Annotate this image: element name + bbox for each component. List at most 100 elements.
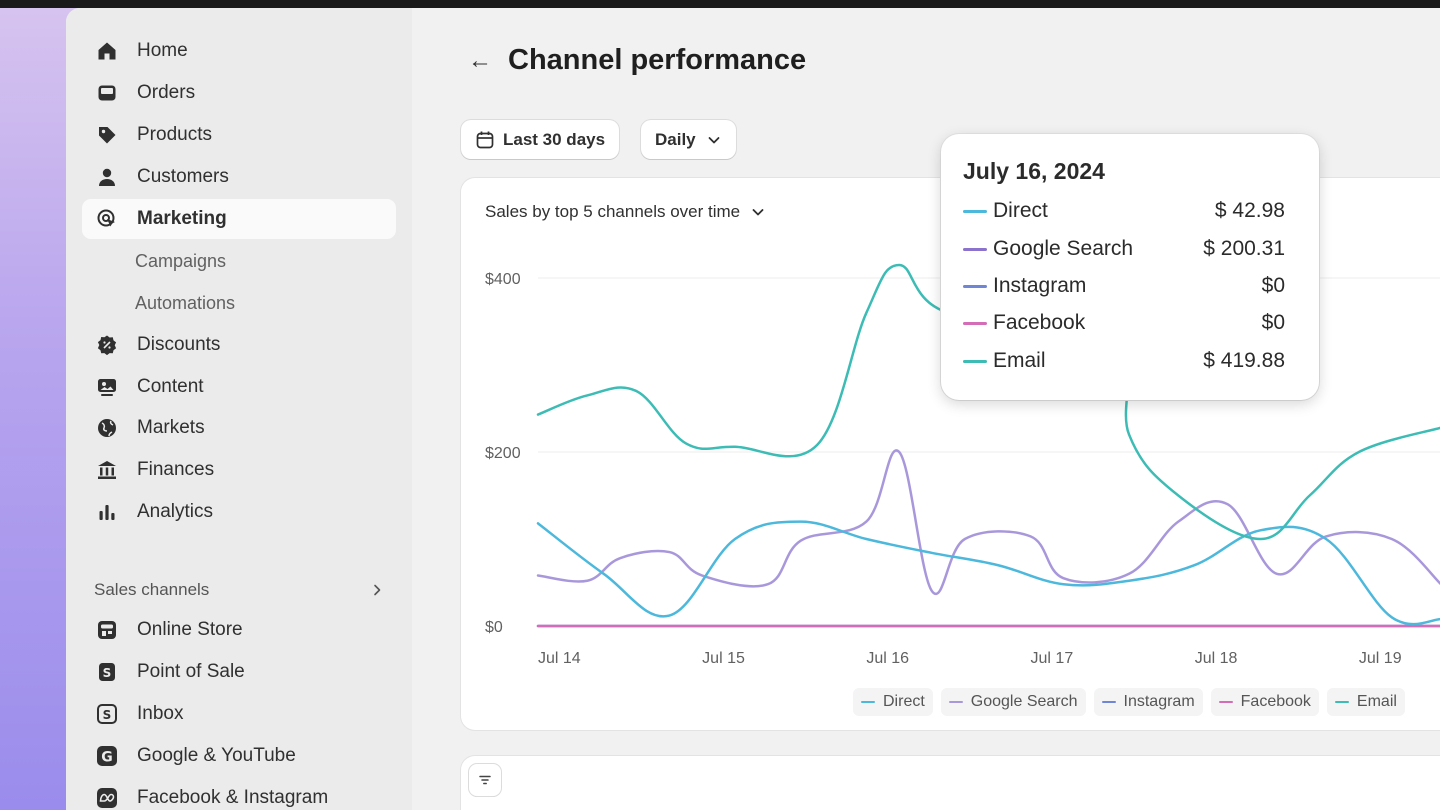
sidebar-item-home[interactable]: Home [82, 31, 396, 71]
tooltip-row-google-search: Google Search $ 200.31 [963, 234, 1285, 264]
google-icon: G [96, 745, 118, 767]
legend-swatch [1218, 701, 1233, 703]
store-icon [96, 619, 118, 641]
series-swatch [963, 321, 987, 325]
meta-icon [96, 787, 118, 809]
tooltip-series-name: Google Search [993, 237, 1134, 260]
content-icon [96, 376, 118, 398]
tag-icon [96, 124, 118, 146]
sidebar-item-label: Online Store [137, 619, 243, 640]
series-line-google-search [536, 449, 1440, 596]
home-icon [96, 40, 118, 62]
series-swatch [963, 247, 987, 251]
series-swatch [963, 284, 987, 288]
sidebar-item-label: Products [137, 124, 212, 145]
svg-text:G: G [101, 750, 113, 766]
x-tick-label: Jul 15 [702, 650, 745, 667]
y-tick-label: $0 [485, 619, 503, 636]
table-card [461, 756, 1440, 810]
calendar-icon [476, 131, 494, 148]
sidebar-item-label: Markets [137, 417, 205, 438]
chevron-down-icon [708, 136, 720, 143]
sidebar-item-label: Google & YouTube [137, 745, 296, 766]
legend-item-direct[interactable]: Direct [853, 688, 933, 716]
series-line-direct [536, 520, 1440, 626]
sidebar-item-google-and-youtube[interactable]: G Google & YouTube [82, 736, 396, 776]
sidebar-item-facebook-and-instagram[interactable]: Facebook & Instagram [82, 778, 396, 810]
tooltip-series-name: Facebook [993, 311, 1086, 334]
sidebar-item-label: Marketing [137, 208, 227, 229]
sidebar-item-label: Orders [137, 82, 196, 103]
legend-label: Direct [883, 693, 925, 710]
sidebar-item-label: Finances [137, 459, 215, 480]
tooltip-row-direct: Direct $ 42.98 [963, 196, 1285, 226]
legend-item-email[interactable]: Email [1326, 688, 1405, 716]
title-row: ← Channel performance [468, 44, 806, 77]
sidebar-item-finances[interactable]: Finances [82, 450, 396, 490]
series-swatch [963, 359, 987, 363]
chart-tooltip: July 16, 2024 Direct $ 42.98 Google Search… [941, 134, 1319, 400]
sidebar-item-analytics[interactable]: Analytics [82, 492, 396, 532]
chevron-down-icon [752, 209, 764, 216]
legend-item-instagram[interactable]: Instagram [1093, 688, 1203, 716]
legend-item-facebook[interactable]: Facebook [1210, 688, 1319, 716]
sidebar-item-label: Facebook & Instagram [137, 787, 329, 808]
x-tick-label: Jul 14 [538, 650, 581, 667]
legend-label: Facebook [1240, 693, 1311, 710]
app-window: Home Orders Products Customers Marketing Disc… [66, 8, 1440, 810]
sidebar-subitem-campaigns[interactable]: Campaigns [135, 250, 227, 271]
date-range-label: Last 30 days [503, 129, 606, 149]
sidebar-item-discounts[interactable]: Discounts [82, 325, 396, 365]
granularity-label: Daily [655, 129, 696, 149]
person-icon [96, 166, 118, 188]
x-tick-label: Jul 16 [866, 650, 909, 667]
sidebar-item-content[interactable]: Content [82, 367, 396, 407]
legend-label: Email [1356, 693, 1397, 710]
tooltip-series-value: $ 42.98 [1214, 199, 1285, 222]
sidebar-item-point-of-sale[interactable]: S Point of Sale [82, 652, 396, 692]
page-title: Channel performance [508, 44, 807, 76]
sales-channels-heading[interactable]: Sales channels [94, 578, 384, 602]
sales-channels-label: Sales channels [94, 580, 210, 599]
tooltip-series-name: Direct [993, 199, 1048, 222]
tooltip-series-value: $0 [1261, 274, 1285, 297]
back-arrow-icon[interactable]: ← [468, 46, 492, 74]
legend-item-google-search[interactable]: Google Search [940, 688, 1086, 716]
sidebar-item-label: Inbox [137, 703, 184, 724]
tooltip-row-instagram: Instagram $0 [963, 271, 1285, 301]
sidebar-item-markets[interactable]: Markets [82, 408, 396, 448]
sidebar-item-label: Home [137, 40, 188, 61]
y-tick-label: $200 [485, 445, 521, 462]
sidebar-item-orders[interactable]: Orders [82, 73, 396, 113]
legend-swatch [948, 701, 963, 703]
chart-title: Sales by top 5 channels over time [485, 202, 741, 221]
globe-icon [96, 417, 118, 439]
filter-icon [479, 775, 491, 785]
sidebar-item-label: Customers [137, 166, 229, 187]
chart-title-dropdown[interactable]: Sales by top 5 channels over time [485, 202, 766, 222]
y-tick-label: $400 [485, 271, 521, 288]
sidebar-item-products[interactable]: Products [82, 115, 396, 155]
filter-button[interactable] [469, 764, 501, 796]
series-swatch [963, 209, 987, 213]
main-content: ← Channel performance Last 30 days Daily… [412, 8, 1440, 810]
sidebar-item-label: Point of Sale [137, 661, 245, 682]
legend-label: Google Search [970, 693, 1078, 710]
bar-chart-icon [96, 501, 118, 523]
sidebar: Home Orders Products Customers Marketing Disc… [66, 8, 412, 810]
legend-swatch [1101, 701, 1116, 703]
tooltip-series-value: $0 [1261, 311, 1285, 334]
tooltip-row-facebook: Facebook $0 [963, 308, 1285, 338]
sidebar-item-label: Discounts [137, 334, 221, 355]
bank-icon [96, 459, 118, 481]
sidebar-subitem-automations[interactable]: Automations [135, 292, 236, 313]
tooltip-series-name: Instagram [993, 274, 1087, 297]
sidebar-item-marketing[interactable]: Marketing [82, 199, 396, 239]
date-range-button[interactable]: Last 30 days [461, 120, 620, 159]
sidebar-item-inbox[interactable]: S Inbox [82, 694, 396, 734]
tooltip-series-value: $ 419.88 [1203, 349, 1285, 372]
x-tick-label: Jul 17 [1031, 650, 1074, 667]
sidebar-item-customers[interactable]: Customers [82, 157, 396, 197]
sidebar-item-online-store[interactable]: Online Store [82, 610, 396, 650]
granularity-dropdown[interactable]: Daily [641, 120, 736, 159]
